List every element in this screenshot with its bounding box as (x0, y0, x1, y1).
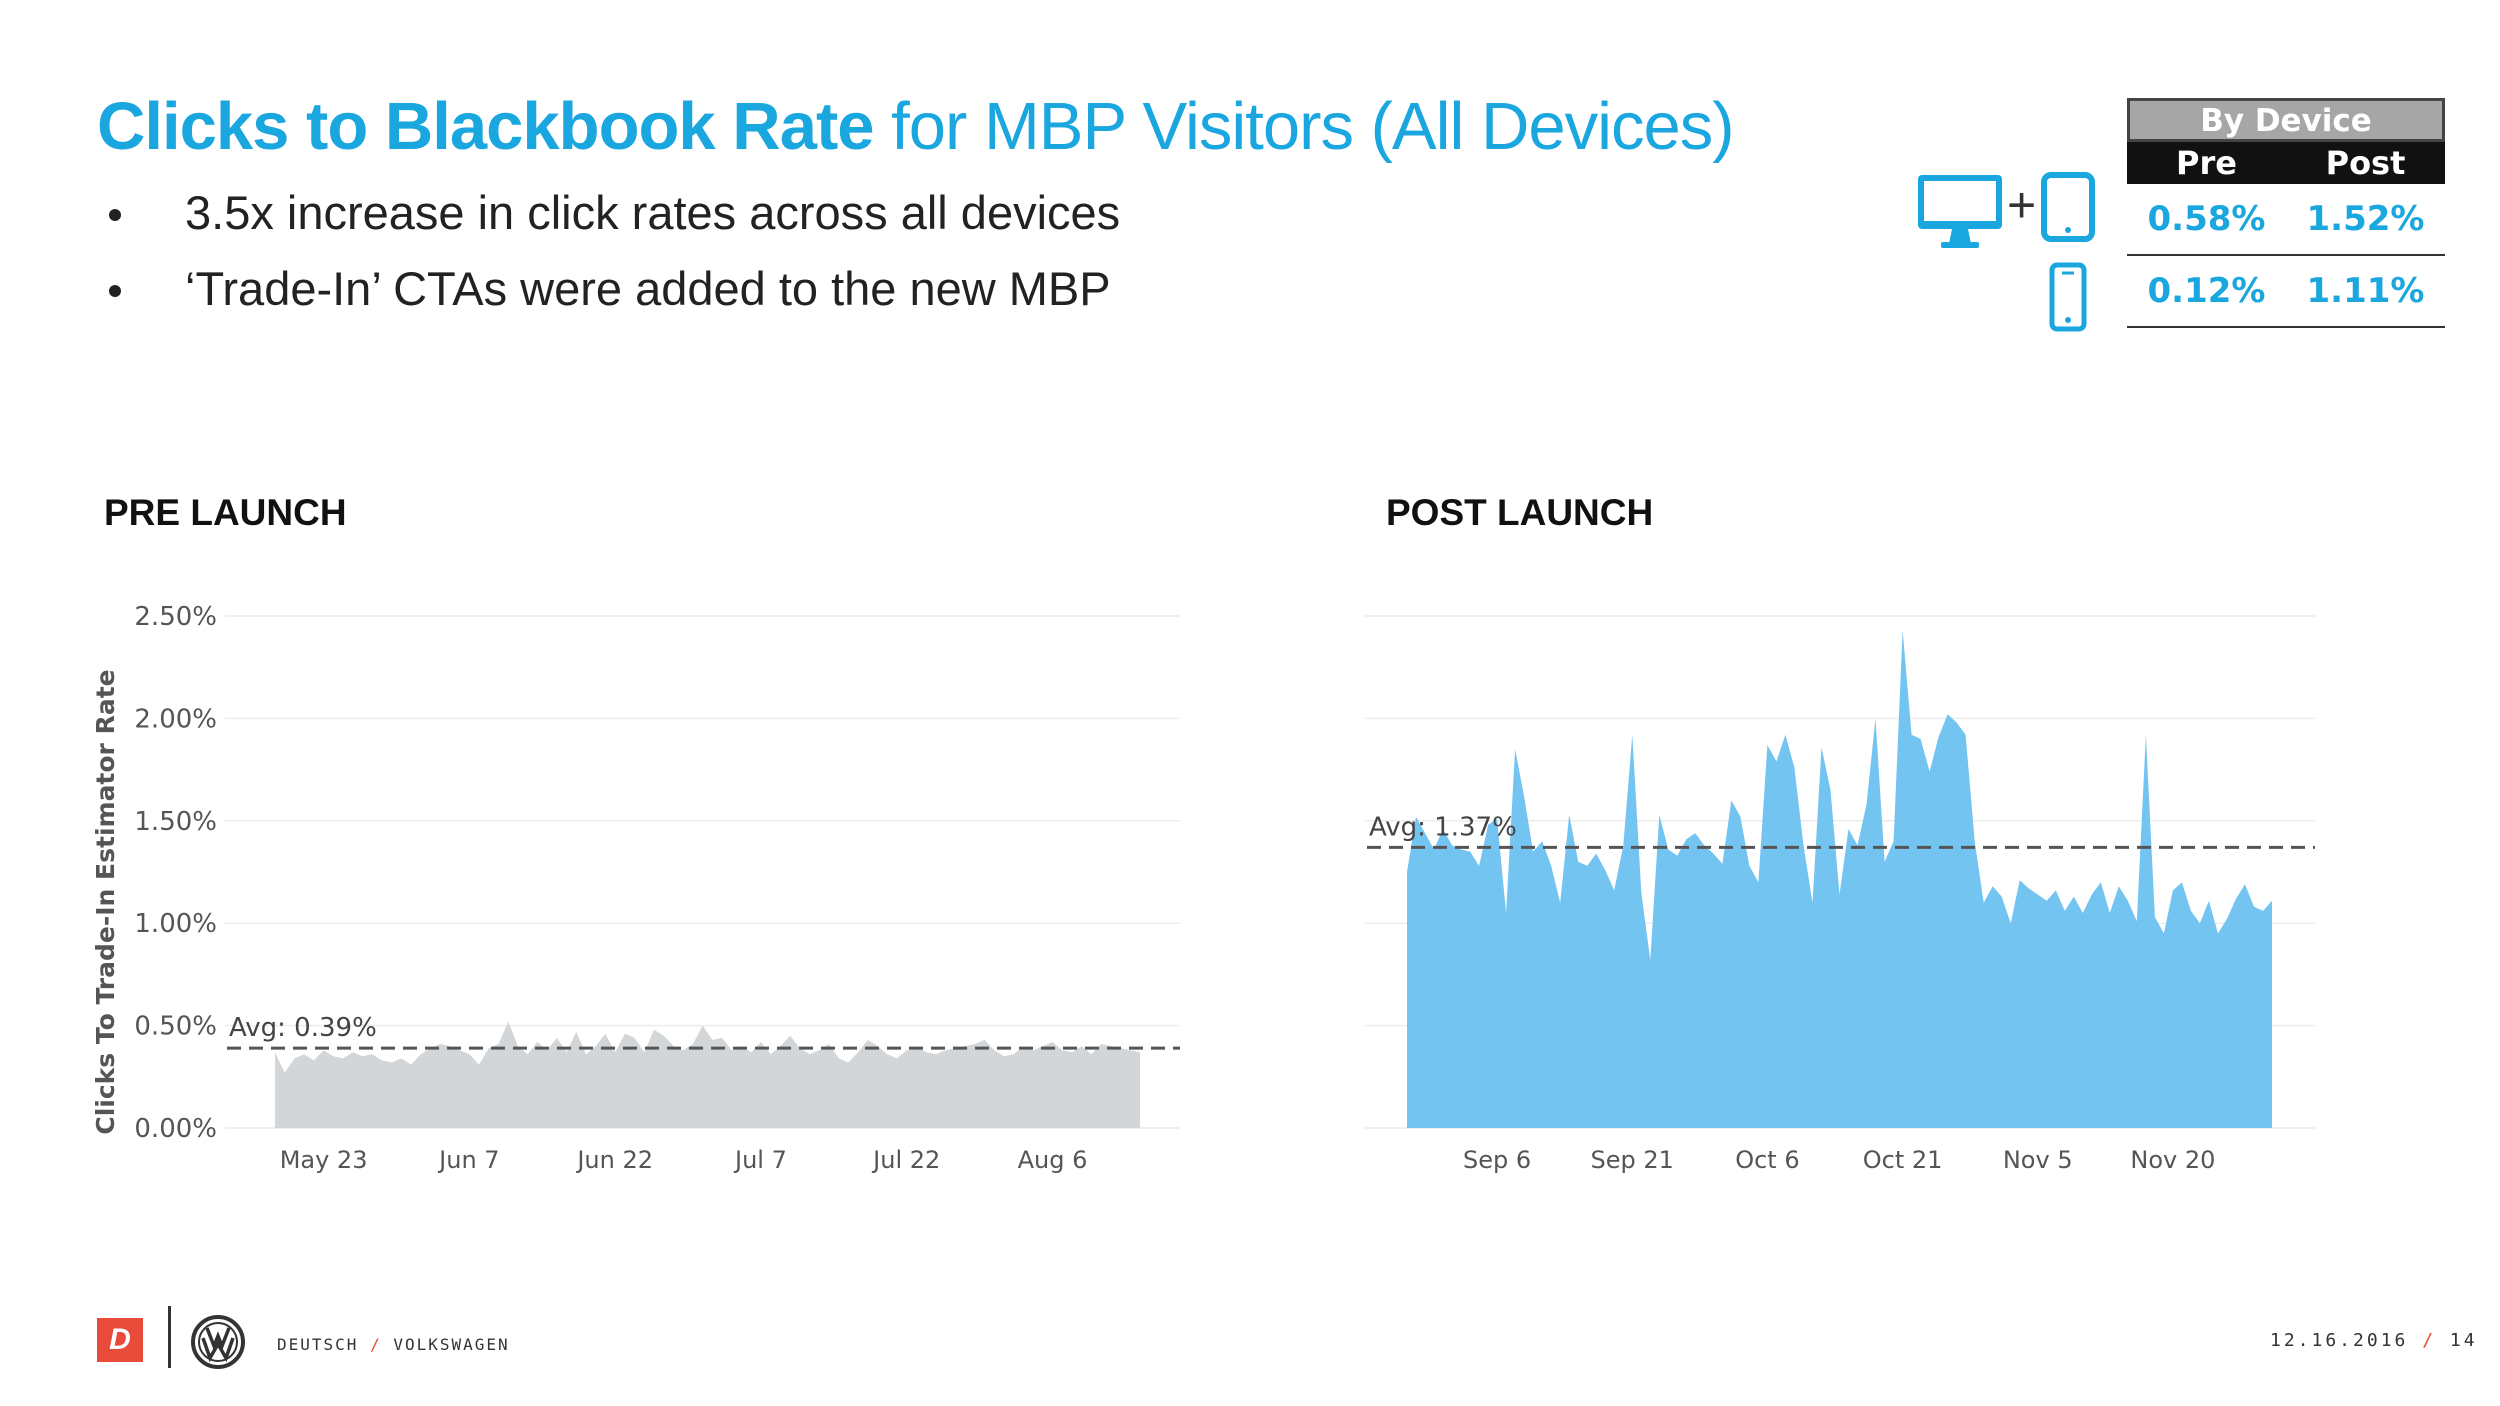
page-number: 14 (2449, 1330, 2478, 1351)
x-tick-label: Jun 22 (575, 1146, 653, 1174)
post-value: 1.52% (2306, 199, 2425, 239)
y-axis-label: Clicks To Trade-In Estimator Rate (91, 669, 120, 1134)
area-series (275, 1021, 1140, 1128)
y-tick-label: 2.00% (134, 704, 217, 734)
page-title-bold: Clicks to Blackbook Rate (97, 89, 875, 164)
footer-divider (168, 1306, 171, 1368)
y-tick-label: 1.00% (134, 909, 217, 939)
table-row: 0.58% 1.52% (2127, 184, 2445, 256)
brand-volkswagen: VOLKSWAGEN (393, 1335, 510, 1354)
x-tick-label: Aug 6 (1018, 1146, 1088, 1174)
col-pre: Pre (2176, 144, 2237, 182)
table-row: 0.12% 1.11% (2127, 256, 2445, 328)
y-tick-label: 1.50% (134, 807, 217, 837)
device-table: By Device Pre Post 0.58% 1.52% 0.12% 1.1… (2127, 98, 2445, 328)
y-tick-label: 0.50% (134, 1012, 217, 1042)
tablet-icon (2041, 172, 2095, 242)
plus-sign: + (2007, 177, 2037, 233)
average-label: Avg: 1.37% (1369, 812, 1517, 842)
footer-brand: DEUTSCH / VOLKSWAGEN (277, 1335, 510, 1354)
x-tick-label: Jun 7 (437, 1146, 499, 1174)
device-table-header: By Device (2127, 98, 2445, 142)
device-table-columns: Pre Post (2127, 142, 2445, 184)
bullet-list: 3.5x increase in click rates across all … (105, 175, 1120, 327)
x-tick-label: Sep 6 (1463, 1146, 1531, 1174)
x-tick-label: Jul 7 (733, 1146, 787, 1174)
mobile-icon (2049, 262, 2087, 332)
col-post: Post (2325, 144, 2406, 182)
pre-value: 0.12% (2147, 271, 2266, 311)
area-series (1407, 630, 2272, 1128)
x-tick-label: Nov 5 (2003, 1146, 2073, 1174)
x-tick-label: Oct 21 (1863, 1146, 1943, 1174)
pre-launch-chart: 0.00% 0.50% 1.00% 1.50% 2.00% 2.50% Clicks To … (91, 602, 1180, 1174)
post-launch-label: POST LAUNCH (1386, 492, 1654, 533)
pre-value: 0.58% (2147, 199, 2266, 239)
pre-launch-label: PRE LAUNCH (104, 492, 347, 533)
date-text: 12.16.2016 (2270, 1330, 2409, 1351)
bullet-item: ‘Trade-In’ CTAs were added to the new MB… (105, 251, 1120, 327)
footer-date: 12.16.2016 / 14 (2270, 1330, 2478, 1351)
desktop-icon (1918, 175, 2002, 248)
brand-deutsch: DEUTSCH (277, 1335, 359, 1354)
post-launch-chart: Avg: 1.37% Sep 6 Sep 21 Oct 6 Oct 21 Nov 5 Nov… (1365, 615, 2315, 1174)
y-tick-label: 2.50% (134, 602, 217, 632)
x-tick-label: Sep 21 (1591, 1146, 1674, 1174)
deutsch-logo: D (97, 1318, 143, 1362)
bullet-item: 3.5x increase in click rates across all … (105, 175, 1120, 251)
post-value: 1.11% (2306, 271, 2425, 311)
page-title: Clicks to Blackbook Rate for MBP Visitor… (97, 88, 1735, 165)
average-label: Avg: 0.39% (229, 1013, 377, 1043)
date-separator: / (2422, 1330, 2437, 1351)
brand-separator: / (370, 1335, 382, 1354)
x-tick-label: Nov 20 (2130, 1146, 2215, 1174)
x-tick-label: May 23 (280, 1146, 368, 1174)
page-title-rest: for MBP Visitors (All Devices) (873, 89, 1734, 164)
volkswagen-logo-icon (191, 1315, 245, 1369)
x-tick-label: Oct 6 (1735, 1146, 1799, 1174)
y-tick-label: 0.00% (134, 1114, 217, 1144)
x-tick-label: Jul 22 (871, 1146, 940, 1174)
